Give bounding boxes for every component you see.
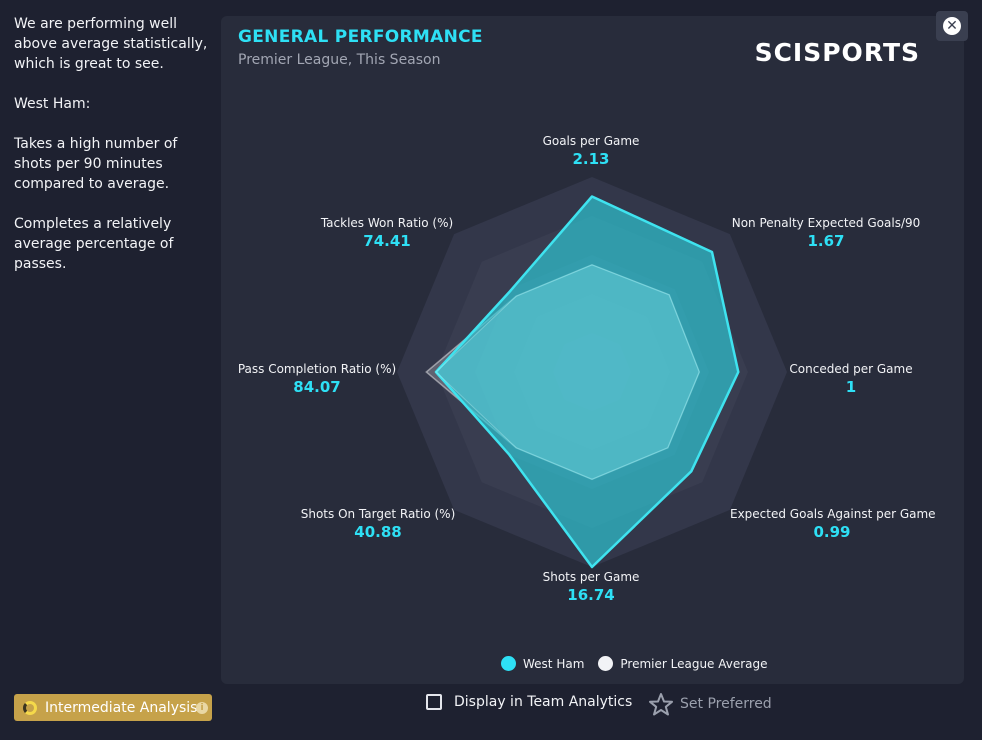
axis-label-pass-completion: Pass Completion Ratio (%) 84.07: [233, 361, 401, 397]
close-icon: ✕: [943, 17, 961, 35]
axis-value: 40.88: [354, 523, 402, 541]
axis-name: Shots per Game: [542, 570, 640, 584]
axis-name: Expected Goals Against per Game: [730, 507, 936, 521]
radar-series-overlap: [435, 264, 700, 480]
analysis-level-badge[interactable]: Intermediate Analysis i: [14, 694, 212, 721]
set-preferred-button[interactable]: Set Preferred: [648, 692, 772, 716]
analysis-description: We are performing well above average sta…: [14, 14, 214, 294]
team-analytics-checkbox[interactable]: [426, 694, 442, 710]
axis-name: Shots On Target Ratio (%): [300, 507, 456, 521]
axis-name: Pass Completion Ratio (%): [237, 362, 397, 376]
axis-name: Tackles Won Ratio (%): [320, 216, 454, 230]
axis-label-conceded: Conceded per Game 1: [781, 361, 921, 397]
axis-value: 16.74: [567, 586, 615, 604]
radar-chart: [397, 177, 787, 569]
legend-swatch-team: [501, 656, 516, 671]
axis-value: 84.07: [293, 378, 341, 396]
axis-label-shots-on-target: Shots On Target Ratio (%) 40.88: [288, 506, 468, 542]
insight-shots: Takes a high number of shots per 90 minu…: [14, 136, 178, 192]
radar-series: [425, 195, 740, 569]
axis-name: Goals per Game: [542, 134, 640, 148]
legend-label-average: Premier League Average: [620, 656, 768, 671]
close-button[interactable]: ✕: [936, 11, 968, 41]
legend-item-team: West Ham: [501, 656, 584, 671]
info-icon[interactable]: i: [196, 701, 208, 714]
scisports-logo: SCISPORTS: [754, 38, 920, 67]
axis-name: Conceded per Game: [789, 362, 913, 376]
axis-label-goals: Goals per Game 2.13: [491, 133, 691, 169]
team-heading: West Ham:: [14, 96, 91, 112]
chart-legend: West Ham Premier League Average: [501, 656, 782, 671]
axis-value: 2.13: [572, 150, 610, 168]
axis-label-tackles: Tackles Won Ratio (%) 74.41: [307, 215, 467, 251]
axis-label-npxg: Non Penalty Expected Goals/90 1.67: [726, 215, 926, 251]
display-team-analytics-toggle[interactable]: Display in Team Analytics: [426, 694, 632, 710]
legend-label-team: West Ham: [523, 656, 585, 671]
legend-item-average: Premier League Average: [598, 656, 768, 671]
axis-value: 1.67: [807, 232, 845, 250]
axis-name: Non Penalty Expected Goals/90: [731, 216, 921, 230]
team-analytics-label: Display in Team Analytics: [454, 694, 633, 710]
axis-label-xga: Expected Goals Against per Game 0.99: [730, 506, 936, 542]
summary-text: We are performing well above average sta…: [14, 16, 208, 72]
analysis-level-label: Intermediate Analysis: [45, 699, 198, 716]
star-icon: [649, 693, 673, 716]
card-subtitle: Premier League, This Season: [238, 52, 441, 68]
progress-ring-icon: [23, 700, 37, 715]
axis-label-shots: Shots per Game 16.74: [491, 569, 691, 605]
card-title: GENERAL PERFORMANCE: [238, 27, 483, 47]
performance-card: GENERAL PERFORMANCE Premier League, This…: [221, 16, 964, 684]
set-preferred-label: Set Preferred: [680, 696, 772, 712]
insight-passes: Completes a relatively average percentag…: [14, 216, 174, 272]
legend-swatch-average: [598, 656, 614, 671]
axis-value: 0.99: [813, 523, 851, 541]
radar-series-west-ham: [434, 195, 740, 569]
axis-value: 1: [845, 378, 857, 396]
axis-value: 74.41: [363, 232, 411, 250]
